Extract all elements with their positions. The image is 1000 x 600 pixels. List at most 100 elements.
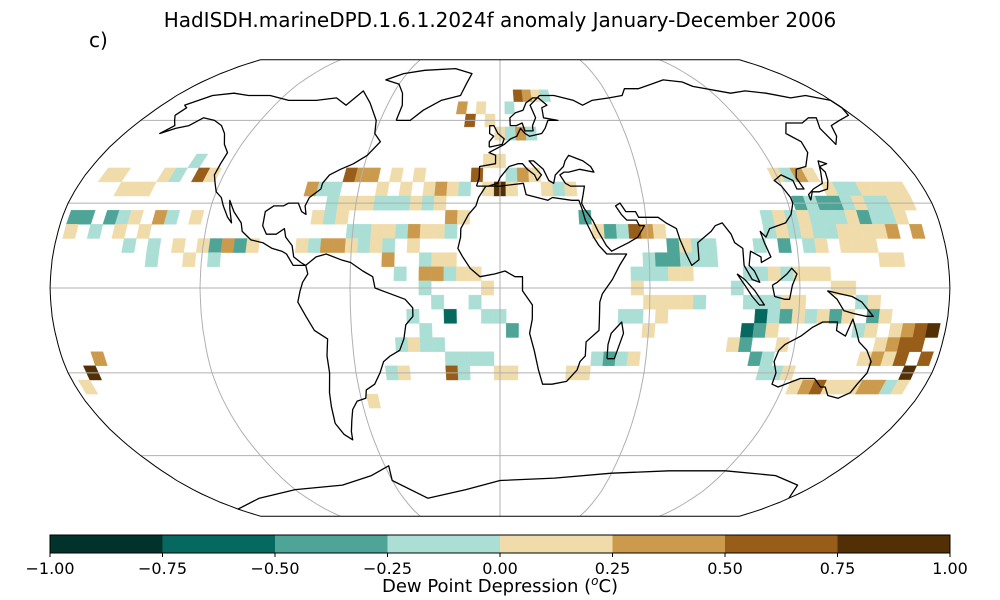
grid-cell (431, 266, 445, 282)
grid-cell (469, 351, 483, 366)
grid-cell (778, 309, 794, 324)
grid-cell (506, 323, 519, 338)
grid-cell (418, 266, 432, 282)
grid-cell (245, 238, 260, 253)
grid-cell (863, 323, 879, 338)
grid-cell (884, 224, 901, 239)
grid-cell (307, 238, 322, 253)
coastline (475, 79, 850, 283)
grid-cell (334, 210, 350, 225)
meridian-line (659, 59, 801, 517)
coastline (807, 160, 829, 201)
grid-cell (233, 238, 248, 253)
colorbar-label-tail: C) (598, 576, 619, 597)
grid-cell (774, 337, 790, 352)
grid-cell (365, 393, 381, 409)
grid-cell (889, 379, 911, 395)
grid-cell (422, 181, 437, 197)
grid-cell (109, 167, 132, 183)
grid-cell (764, 323, 780, 338)
colorbar-label-sup: o (591, 574, 599, 588)
grid-cell (803, 309, 818, 324)
coastline (385, 67, 473, 122)
graticule (50, 59, 950, 517)
grid-cell (892, 351, 910, 366)
colorbar-tick-label: −1.00 (25, 559, 75, 578)
colorbar-tick-label: 1.00 (932, 559, 968, 578)
coastline (736, 273, 766, 306)
grid-cell (456, 351, 471, 366)
grid-cell (563, 181, 578, 197)
coastline (771, 318, 872, 399)
grid-cell (319, 238, 334, 253)
grid-cell (754, 309, 769, 324)
grid-cell (455, 101, 468, 115)
robinson-map (49, 59, 951, 517)
colorbar-tick-label: −0.75 (137, 559, 188, 578)
grid-cell (626, 351, 641, 366)
grid-cell (614, 351, 629, 366)
grid-cell (365, 167, 381, 183)
grid-cell (909, 224, 926, 239)
grid-cell (655, 294, 669, 310)
grid-cell (146, 238, 162, 253)
grid-cell (817, 266, 832, 282)
grid-cell (78, 210, 96, 225)
grid-cell (407, 337, 421, 352)
grid-cell (443, 252, 457, 267)
grid-cell (187, 153, 209, 169)
grid-cell (800, 167, 821, 183)
grid-cell (504, 101, 515, 115)
grid-cell (322, 210, 338, 225)
grid-cell (144, 252, 160, 267)
grid-cell (419, 224, 434, 239)
grid-cell (443, 309, 457, 324)
grid-cell (916, 351, 934, 366)
grid-cell (419, 323, 433, 338)
grid-cell (295, 238, 310, 253)
colorbar-tick-label: 0.50 (707, 559, 743, 578)
grid-cell (332, 238, 347, 253)
grid-cell (434, 181, 448, 197)
grid-cell (667, 294, 682, 310)
grid-cell (742, 294, 757, 310)
grid-cell (475, 101, 487, 115)
grid-cell (680, 294, 694, 310)
colorbar-tick-label: −0.25 (362, 559, 413, 578)
grid-cell (777, 238, 792, 253)
grid-cell (370, 224, 385, 239)
grid-cell (801, 238, 817, 253)
grid-cell (208, 238, 223, 253)
coastline (297, 253, 414, 441)
grid-cell (924, 323, 941, 338)
grid-cell (878, 252, 893, 267)
grid-cell (121, 238, 137, 253)
grid-cell (630, 266, 644, 282)
grid-cell (163, 210, 181, 225)
grid-cell (704, 252, 719, 267)
grid-cell (863, 238, 879, 253)
grid-cell (766, 309, 781, 324)
grid-cell (654, 252, 669, 267)
colorbar-tick-label: −0.50 (250, 559, 300, 578)
grid-cell (406, 238, 421, 253)
grid-cell (127, 210, 144, 225)
grid-cell (725, 337, 741, 352)
grid-cell (456, 210, 471, 225)
meridian-line (349, 59, 421, 517)
grid-cell (389, 167, 404, 183)
grid-cell (62, 224, 79, 239)
grid-cell (738, 337, 753, 352)
grid-cell (481, 309, 494, 324)
grid-cell (188, 210, 205, 225)
grid-cell (755, 266, 769, 282)
colorbar-tick-label: 0.25 (594, 559, 631, 578)
grid-cell (418, 252, 433, 267)
grid-cell (667, 252, 681, 267)
grid-cell (752, 323, 767, 338)
grid-cell (552, 181, 566, 197)
grid-cell (780, 294, 794, 310)
colorbar-tick-label: 0.75 (819, 559, 856, 578)
grid-cell (654, 309, 669, 324)
grid-cell (357, 238, 371, 253)
